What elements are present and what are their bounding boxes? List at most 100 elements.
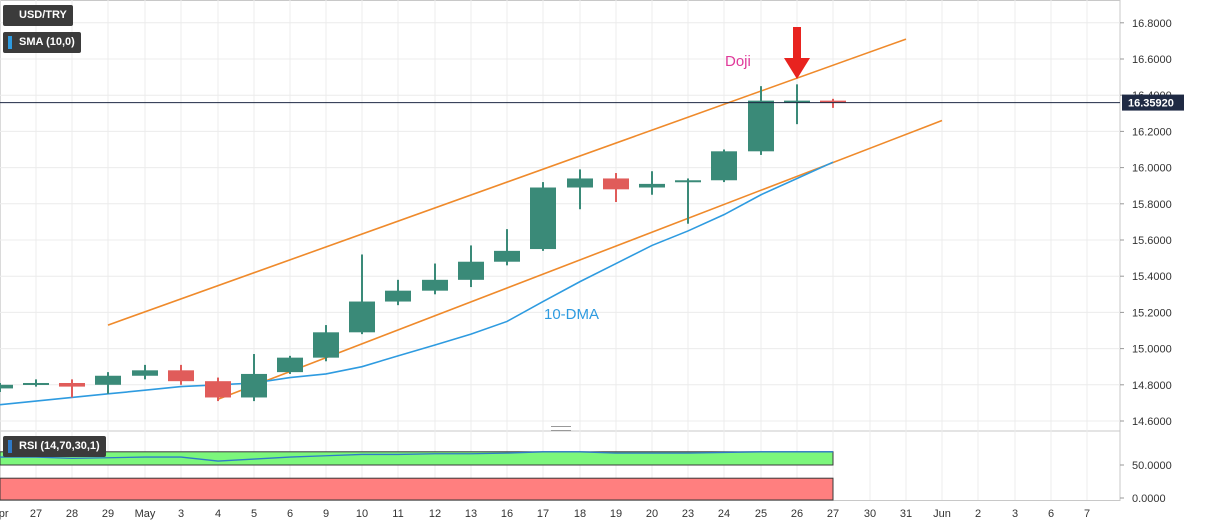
x-tick-label: 26 <box>791 508 803 520</box>
candle <box>748 86 774 155</box>
rsi-overbought-zone <box>0 451 834 466</box>
candle <box>23 379 49 387</box>
symbol-swatch <box>8 9 12 22</box>
candle <box>95 372 121 394</box>
last-price-label: 16.35920 <box>1128 98 1174 110</box>
x-tick-label: 20 <box>646 508 658 520</box>
x-tick-label: 25 <box>755 508 767 520</box>
x-tick-label: 9 <box>323 508 329 520</box>
candle-body <box>59 382 85 387</box>
candle-body <box>567 178 593 188</box>
candle-body <box>95 375 121 385</box>
candle-body <box>820 100 846 103</box>
candle <box>168 364 194 385</box>
x-tick-label: 27 <box>827 508 839 520</box>
candle-body <box>603 178 629 190</box>
candle <box>385 279 411 306</box>
candle <box>711 149 737 183</box>
x-tick-label: 30 <box>864 508 876 520</box>
candle-body <box>784 100 810 103</box>
rsi-tick-label: 0.0000 <box>1132 493 1166 505</box>
candle-body <box>385 290 411 302</box>
sma-tag[interactable]: SMA (10,0) <box>3 32 81 53</box>
candle-body <box>494 250 520 262</box>
red-down-arrow-icon <box>784 27 810 79</box>
y-tick-label: 16.0000 <box>1132 163 1172 175</box>
candle <box>132 364 158 380</box>
x-tick-label: 2 <box>975 508 981 520</box>
candle <box>458 245 484 288</box>
candle-body <box>205 381 231 398</box>
symbol-label: USD/TRY <box>19 9 67 21</box>
upper-channel-line <box>107 38 907 326</box>
candle <box>567 169 593 210</box>
candle-body <box>168 370 194 382</box>
candle-body <box>711 151 737 181</box>
candle <box>422 263 448 295</box>
rsi-line <box>0 451 833 462</box>
candle <box>349 254 375 335</box>
candle <box>820 98 846 108</box>
x-tick-label: 6 <box>1048 508 1054 520</box>
x-tick-label: 10 <box>356 508 368 520</box>
x-tick-label: 5 <box>251 508 257 520</box>
x-tick-label: 17 <box>537 508 549 520</box>
y-tick-label: 16.8000 <box>1132 18 1172 30</box>
x-tick-label: 31 <box>900 508 912 520</box>
symbol-tag[interactable]: USD/TRY <box>3 5 73 26</box>
x-tick-label: 3 <box>178 508 184 520</box>
candle <box>205 377 231 402</box>
y-tick-label: 15.6000 <box>1132 235 1172 247</box>
candle-body <box>458 261 484 280</box>
candle-body <box>313 332 339 358</box>
x-tick-label: 4 <box>215 508 221 520</box>
candle <box>675 178 701 224</box>
x-tick-label: 28 <box>66 508 78 520</box>
y-tick-label: 15.8000 <box>1132 199 1172 211</box>
candle <box>639 171 665 195</box>
y-tick-label: 14.6000 <box>1132 416 1172 428</box>
candle <box>277 355 303 374</box>
candle <box>603 173 629 202</box>
x-tick-label: Jun <box>933 508 951 520</box>
x-tick-label: 12 <box>429 508 441 520</box>
x-tick-label: 19 <box>610 508 622 520</box>
y-tick-label: 16.6000 <box>1132 54 1172 66</box>
candle-body <box>241 373 267 398</box>
x-tick-label: 6 <box>287 508 293 520</box>
x-tick-label: 13 <box>465 508 477 520</box>
candle-body <box>132 370 158 376</box>
x-tick-label: 29 <box>102 508 114 520</box>
y-tick-label: 14.8000 <box>1132 380 1172 392</box>
y-tick-label: 15.2000 <box>1132 307 1172 319</box>
doji-annotation: Doji <box>725 53 751 70</box>
rsi-oversold-zone <box>0 477 834 501</box>
x-tick-label: 23 <box>682 508 694 520</box>
x-tick-label: 27 <box>30 508 42 520</box>
y-tick-label: 15.0000 <box>1132 344 1172 356</box>
x-tick-label: 7 <box>1084 508 1090 520</box>
rsi-tick-label: 50.0000 <box>1132 460 1172 472</box>
x-tick-label: Apr <box>0 508 9 520</box>
y-tick-label: 15.4000 <box>1132 271 1172 283</box>
candle-body <box>530 187 556 250</box>
rsi-tag[interactable]: RSI (14,70,30,1) <box>3 436 106 457</box>
candle-body <box>422 279 448 291</box>
candle <box>530 182 556 251</box>
candle <box>241 354 267 402</box>
sma-line <box>0 161 834 406</box>
candle-body <box>639 183 665 188</box>
candle-body <box>0 384 13 389</box>
candle <box>0 382 13 393</box>
last-price-box <box>1122 94 1184 111</box>
candle-body <box>277 357 303 373</box>
x-tick-label: 18 <box>574 508 586 520</box>
candle-body <box>349 301 375 333</box>
rsi-label: RSI (14,70,30,1) <box>19 440 100 452</box>
sma-label: SMA (10,0) <box>19 36 75 48</box>
sma-swatch <box>8 36 12 49</box>
x-tick-label: 16 <box>501 508 513 520</box>
pane-resize-handle[interactable] <box>551 426 571 431</box>
sma-annotation: 10-DMA <box>544 306 599 323</box>
